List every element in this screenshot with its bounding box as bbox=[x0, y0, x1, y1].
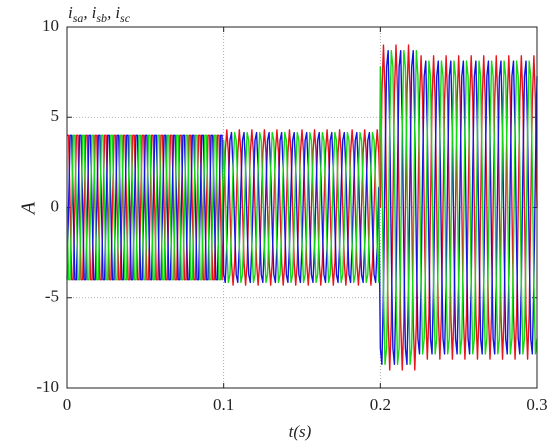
y-tick-label: -10 bbox=[36, 377, 59, 396]
annotation: isa, isb, isc bbox=[68, 3, 131, 25]
y-tick-label: -5 bbox=[45, 287, 59, 306]
annotation-sep: , bbox=[107, 3, 111, 22]
x-tick-label: 0.1 bbox=[213, 395, 234, 414]
annotation-main: i bbox=[115, 3, 120, 22]
y-tick-label: 0 bbox=[51, 196, 60, 215]
annotation-main: i bbox=[92, 3, 97, 22]
series-line bbox=[67, 44, 538, 371]
x-tick-label: 0.2 bbox=[370, 395, 391, 414]
annotation-sub: sb bbox=[96, 11, 107, 25]
series-line bbox=[66, 49, 538, 366]
annotation-sub: sc bbox=[120, 11, 131, 25]
plot-frame bbox=[66, 26, 538, 389]
annotation-sub: sa bbox=[73, 11, 84, 25]
annotation-sep: , bbox=[83, 3, 87, 22]
x-tick-label: 0.3 bbox=[526, 395, 547, 414]
y-tick-label: 10 bbox=[42, 16, 59, 35]
y-axis-label: A bbox=[18, 201, 40, 216]
x-axis-label: t(s) bbox=[289, 422, 312, 441]
x-tick-label: 0 bbox=[63, 395, 72, 414]
annotation-main: i bbox=[68, 3, 73, 22]
y-tick-label: 5 bbox=[51, 106, 60, 125]
